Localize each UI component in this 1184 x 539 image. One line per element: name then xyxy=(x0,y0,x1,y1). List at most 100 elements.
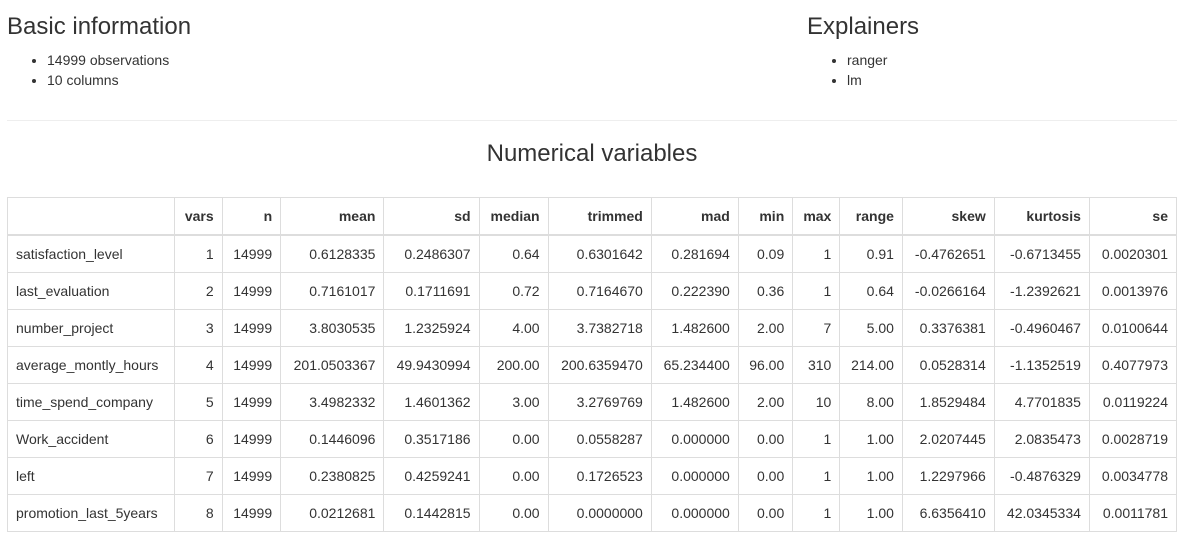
column-header: trimmed xyxy=(547,197,652,236)
column-header: skew xyxy=(901,197,995,236)
table-cell: 0.0013976 xyxy=(1088,272,1178,310)
section-divider xyxy=(7,120,1177,121)
summary-section: Basic information 14999 observations 10 … xyxy=(0,0,1184,121)
table-cell: 3 xyxy=(173,309,223,347)
table-row: last_evaluation 2 14999 0.7161017 0.1711691 0… xyxy=(7,272,1178,310)
column-header: se xyxy=(1088,197,1178,236)
table-cell: 0.0000000 xyxy=(547,494,652,532)
table-cell: 8.00 xyxy=(839,383,903,421)
table-body: satisfaction_level 1 14999 0.6128335 0.24863… xyxy=(7,234,1178,532)
numerical-variables-title: Numerical variables xyxy=(486,140,698,167)
table-cell: 1 xyxy=(173,234,223,273)
table-cell: 1.2297966 xyxy=(901,457,995,495)
table-cell: 0.72 xyxy=(478,272,549,310)
table-cell: 0.4259241 xyxy=(383,457,480,495)
explainers-title: Explainers xyxy=(807,13,920,40)
table-cell: 42.0345334 xyxy=(993,494,1090,532)
column-header: median xyxy=(478,197,549,236)
list-item: 14999 observations xyxy=(47,50,567,70)
table-cell: 0.0011781 xyxy=(1088,494,1178,532)
table-cell: -0.4876329 xyxy=(993,457,1090,495)
row-name-cell: promotion_last_5years xyxy=(7,494,175,532)
table-row: time_spend_company 5 14999 3.4982332 1.46013… xyxy=(7,383,1178,421)
column-header: mad xyxy=(650,197,739,236)
table-cell: 0.3376381 xyxy=(901,309,995,347)
table-cell: 3.7382718 xyxy=(547,309,652,347)
column-header: vars xyxy=(173,197,223,236)
list-item: lm xyxy=(847,70,1177,90)
table-cell: 0.1442815 xyxy=(383,494,480,532)
table-cell: 200.6359470 xyxy=(547,346,652,384)
table-cell: 14999 xyxy=(221,494,282,532)
row-name-cell: satisfaction_level xyxy=(7,234,175,273)
table-cell: 6.6356410 xyxy=(901,494,995,532)
table-cell: 65.234400 xyxy=(650,346,739,384)
table-cell: 310 xyxy=(792,346,841,384)
table-cell: 0.1711691 xyxy=(383,272,480,310)
table-cell: 0.000000 xyxy=(650,494,739,532)
table-cell: 3.2769769 xyxy=(547,383,652,421)
table-cell: 0.000000 xyxy=(650,457,739,495)
table-cell: 0.00 xyxy=(737,420,794,458)
row-name-cell: left xyxy=(7,457,175,495)
row-name-cell: average_montly_hours xyxy=(7,346,175,384)
table-cell: 6 xyxy=(173,420,223,458)
table-cell: 1 xyxy=(792,420,841,458)
table-cell: 0.64 xyxy=(839,272,903,310)
table-cell: 0.00 xyxy=(737,494,794,532)
table-cell: 0.36 xyxy=(737,272,794,310)
table-cell: 0.0020301 xyxy=(1088,234,1178,273)
table-cell: 0.0558287 xyxy=(547,420,652,458)
column-header: min xyxy=(737,197,794,236)
table-row: left 7 14999 0.2380825 0.4259241 0.00 0.172652… xyxy=(7,457,1178,495)
table-cell: 5.00 xyxy=(839,309,903,347)
table-cell: 0.0528314 xyxy=(901,346,995,384)
table-cell: 2.00 xyxy=(737,309,794,347)
list-item: ranger xyxy=(847,50,1177,70)
table-cell: 0.2380825 xyxy=(280,457,385,495)
table-cell: 4.7701835 xyxy=(993,383,1090,421)
table-cell: 0.0034778 xyxy=(1088,457,1178,495)
table-cell: 0.0119224 xyxy=(1088,383,1178,421)
table-row: satisfaction_level 1 14999 0.6128335 0.24863… xyxy=(7,234,1178,273)
table-cell: 0.00 xyxy=(478,494,549,532)
table-cell: 0.00 xyxy=(737,457,794,495)
basic-information-panel: Basic information 14999 observations 10 … xyxy=(7,0,567,90)
table-cell: 1 xyxy=(792,457,841,495)
table-cell: 10 xyxy=(792,383,841,421)
column-header: max xyxy=(792,197,841,236)
table-cell: 3.4982332 xyxy=(280,383,385,421)
column-header: range xyxy=(839,197,903,236)
table-cell: 7 xyxy=(792,309,841,347)
table-cell: 2.0207445 xyxy=(901,420,995,458)
table-cell: -0.4960467 xyxy=(993,309,1090,347)
table-cell: 0.00 xyxy=(478,457,549,495)
list-item: 10 columns xyxy=(47,70,567,90)
table-cell: 0.281694 xyxy=(650,234,739,273)
column-header xyxy=(7,197,175,236)
table-cell: 0.2486307 xyxy=(383,234,480,273)
numerical-variables-table: vars n mean sd median trimmed mad min max range sk… xyxy=(7,197,1178,532)
table-cell: 1.482600 xyxy=(650,309,739,347)
table-cell: 3.8030535 xyxy=(280,309,385,347)
table-row: Work_accident 6 14999 0.1446096 0.3517186 0.0… xyxy=(7,420,1178,458)
table-cell: 1.8529484 xyxy=(901,383,995,421)
column-header: sd xyxy=(383,197,480,236)
table-header-row: vars n mean sd median trimmed mad min max range sk… xyxy=(7,197,1178,236)
table-cell: 0.4077973 xyxy=(1088,346,1178,384)
explainers-list: ranger lm xyxy=(807,50,1177,90)
table-cell: 14999 xyxy=(221,457,282,495)
column-header: kurtosis xyxy=(993,197,1090,236)
table-cell: 201.0503367 xyxy=(280,346,385,384)
table-cell: 0.7164670 xyxy=(547,272,652,310)
row-name-cell: Work_accident xyxy=(7,420,175,458)
table-cell: 0.0100644 xyxy=(1088,309,1178,347)
table-cell: 5 xyxy=(173,383,223,421)
table-row: number_project 3 14999 3.8030535 1.2325924 4.… xyxy=(7,309,1178,347)
table-cell: 0.1446096 xyxy=(280,420,385,458)
table-cell: 200.00 xyxy=(478,346,549,384)
table-cell: -1.2392621 xyxy=(993,272,1090,310)
table-cell: 1 xyxy=(792,494,841,532)
table-cell: 0.09 xyxy=(737,234,794,273)
row-name-cell: time_spend_company xyxy=(7,383,175,421)
